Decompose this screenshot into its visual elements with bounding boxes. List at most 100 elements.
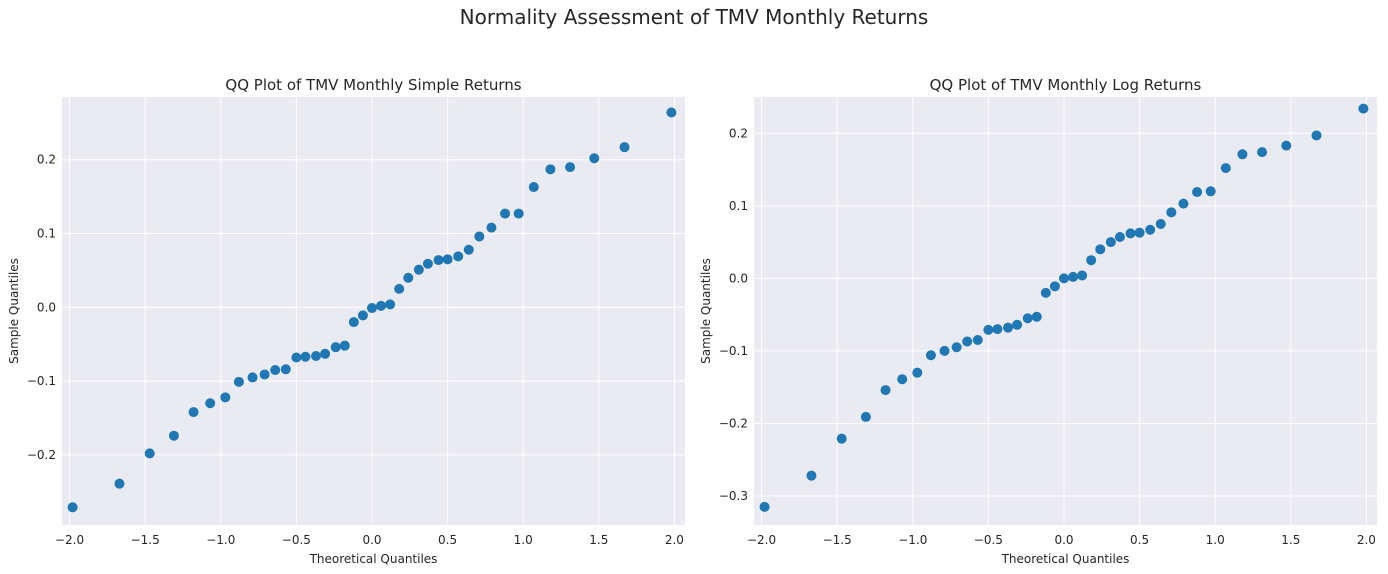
data-point	[1077, 270, 1088, 281]
data-point	[311, 351, 322, 362]
data-point	[1192, 187, 1203, 198]
data-point	[348, 317, 359, 328]
y-tick-label: −0.1	[719, 344, 748, 358]
x-tick-label: −2.0	[55, 533, 84, 547]
data-point	[114, 478, 125, 489]
data-point	[983, 324, 994, 335]
data-point	[1166, 207, 1177, 218]
data-point	[962, 336, 973, 347]
data-point	[992, 324, 1003, 335]
data-point	[357, 310, 368, 321]
data-point	[1155, 218, 1166, 229]
data-point	[1105, 237, 1116, 248]
data-point	[836, 433, 847, 444]
y-tick-label: 0.0	[729, 271, 748, 285]
x-axis-label: Theoretical Quantiles	[1001, 552, 1130, 566]
x-tick-label: 2.0	[665, 533, 684, 547]
x-tick-label: −1.5	[823, 533, 852, 547]
data-point	[366, 303, 377, 314]
y-tick-label: 0.2	[37, 153, 56, 167]
data-point	[385, 299, 396, 310]
data-point	[972, 335, 983, 346]
x-tick-label: 0.0	[362, 533, 381, 547]
data-point	[1237, 149, 1248, 160]
data-point	[1003, 322, 1014, 333]
data-point	[188, 407, 199, 418]
data-point	[1095, 244, 1106, 255]
data-point	[433, 255, 444, 266]
data-point	[1220, 163, 1231, 174]
plot-title: QQ Plot of TMV Monthly Simple Returns	[225, 76, 521, 94]
data-point	[925, 350, 936, 361]
y-tick-label: −0.2	[27, 448, 56, 462]
data-point	[1031, 311, 1042, 322]
y-axis-label: Sample Quantiles	[7, 258, 21, 364]
x-tick-label: 0.5	[438, 533, 457, 547]
x-tick-label: −1.0	[206, 533, 235, 547]
data-point	[442, 254, 453, 265]
data-point	[463, 244, 474, 255]
data-point	[168, 430, 179, 441]
y-tick-label: −0.1	[27, 374, 56, 388]
data-point	[528, 182, 539, 193]
data-point	[1022, 313, 1033, 324]
plot-area	[754, 97, 1377, 525]
data-point	[500, 208, 511, 219]
data-point	[806, 470, 817, 481]
data-point	[1086, 255, 1097, 266]
data-point	[422, 258, 433, 269]
y-tick-label: 0.1	[37, 227, 56, 241]
data-point	[897, 374, 908, 385]
y-tick-label: 0.2	[729, 126, 748, 140]
data-point	[565, 162, 576, 173]
data-point	[860, 411, 871, 422]
y-axis-label: Sample Quantiles	[699, 258, 713, 364]
data-point	[376, 300, 387, 311]
data-point	[1012, 319, 1023, 330]
x-tick-label: 0.0	[1054, 533, 1073, 547]
plot-title: QQ Plot of TMV Monthly Log Returns	[930, 76, 1202, 94]
data-point	[220, 392, 231, 403]
data-point	[759, 501, 770, 512]
data-point	[291, 352, 302, 363]
data-point	[1134, 227, 1145, 238]
x-axis-label: Theoretical Quantiles	[309, 552, 438, 566]
data-point	[939, 345, 950, 356]
data-point	[589, 153, 600, 164]
data-point	[1125, 228, 1136, 239]
data-point	[144, 448, 155, 459]
data-point	[67, 502, 78, 513]
data-point	[205, 398, 216, 409]
y-tick-label: −0.2	[719, 416, 748, 430]
data-point	[339, 340, 350, 351]
data-point	[453, 251, 464, 262]
data-point	[1205, 186, 1216, 197]
x-tick-label: 2.0	[1357, 533, 1376, 547]
data-point	[912, 367, 923, 378]
y-tick-label: 0.1	[729, 199, 748, 213]
data-point	[1058, 273, 1069, 284]
data-point	[413, 264, 424, 275]
x-tick-label: 1.5	[1281, 533, 1300, 547]
data-point	[619, 142, 630, 153]
data-point	[1114, 232, 1125, 243]
data-point	[545, 164, 556, 175]
x-tick-label: −2.0	[747, 533, 776, 547]
data-point	[259, 369, 270, 380]
data-point	[513, 208, 524, 219]
data-point	[300, 351, 311, 362]
data-point	[1281, 140, 1292, 151]
data-point	[1178, 198, 1189, 209]
data-point	[320, 348, 331, 359]
x-tick-label: −1.0	[898, 533, 927, 547]
qq-plot-panel-1: −2.0 −1.5 −1.0 −0.5 0.0 0.5 1.0 1.5 2.0 −0.2 −0.1 0…	[7, 76, 685, 566]
data-point	[403, 272, 414, 283]
y-tick-label: −0.3	[719, 489, 748, 503]
figure-title: Normality Assessment of TMV Monthly Retu…	[459, 5, 929, 29]
data-point	[880, 385, 891, 396]
data-point	[1049, 281, 1060, 292]
data-point	[247, 372, 258, 383]
data-point	[951, 342, 962, 353]
x-tick-label: 1.5	[589, 533, 608, 547]
